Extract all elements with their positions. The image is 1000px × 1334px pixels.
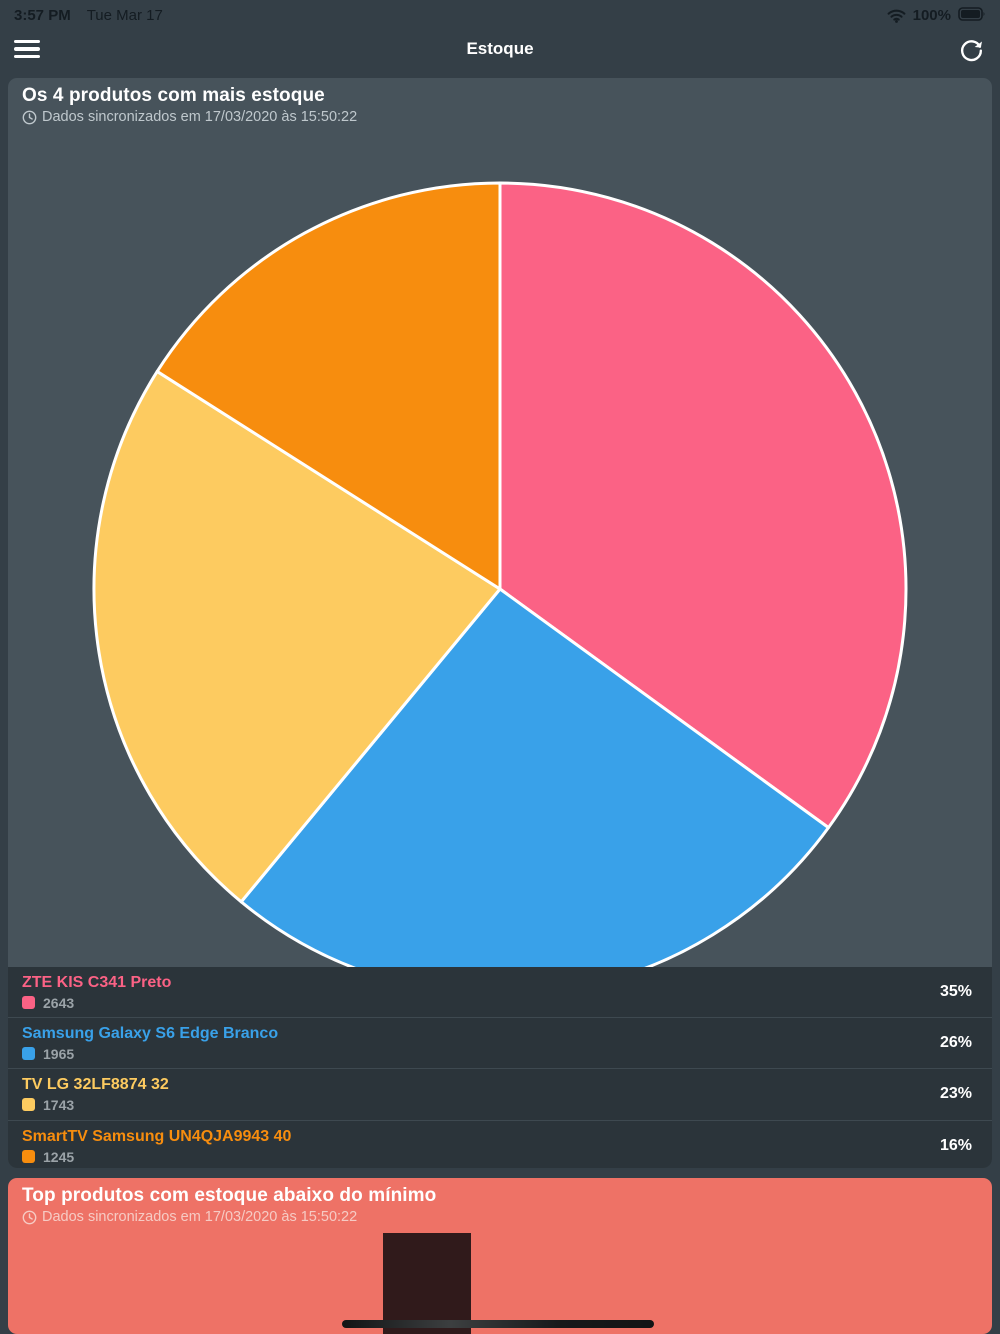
clock-icon bbox=[22, 1210, 37, 1225]
clock-icon bbox=[22, 110, 37, 125]
top-card-title: Os 4 produtos com mais estoque bbox=[22, 85, 325, 106]
legend-product-name: ZTE KIS C341 Preto bbox=[22, 973, 172, 991]
legend-value: 1743 bbox=[43, 1096, 75, 1113]
battery-icon bbox=[958, 6, 986, 25]
bar-chart-bar[interactable] bbox=[383, 1233, 471, 1334]
bar-chart-area bbox=[8, 1178, 992, 1334]
legend-product-name: SmartTV Samsung UN4QJA9943 40 bbox=[22, 1127, 292, 1145]
legend-percent: 23% bbox=[939, 1085, 972, 1103]
legend-percent: 16% bbox=[939, 1137, 972, 1155]
legend-value: 1965 bbox=[43, 1045, 75, 1062]
legend-product-name: Samsung Galaxy S6 Edge Branco bbox=[22, 1024, 279, 1042]
pie-slice-2[interactable] bbox=[92, 369, 502, 904]
legend-swatch bbox=[22, 1150, 35, 1164]
below-minimum-card: Top produtos com estoque abaixo do mínim… bbox=[8, 1178, 992, 1334]
legend-swatch bbox=[22, 996, 35, 1010]
top-stock-card: Os 4 produtos com mais estoque Dados sin… bbox=[8, 78, 992, 1168]
threshold-line bbox=[342, 1320, 654, 1328]
top-card-sync-text: Dados sincronizados em 17/03/2020 às 15:… bbox=[42, 109, 358, 125]
legend-row[interactable]: TV LG 32LF8874 32 1743 23% bbox=[8, 1069, 992, 1121]
status-date: Tue Mar 17 bbox=[86, 7, 163, 24]
nav-bar: Estoque bbox=[0, 27, 1000, 71]
refresh-icon[interactable] bbox=[956, 34, 986, 64]
legend-row[interactable]: ZTE KIS C341 Preto 2643 35% bbox=[8, 967, 992, 1019]
legend-row[interactable]: Samsung Galaxy S6 Edge Branco 1965 26% bbox=[8, 1018, 992, 1070]
bottom-card-title: Top produtos com estoque abaixo do mínim… bbox=[22, 1185, 437, 1206]
legend-percent: 26% bbox=[939, 1034, 972, 1052]
legend-product-name: TV LG 32LF8874 32 bbox=[22, 1075, 169, 1093]
legend-swatch bbox=[22, 1098, 35, 1112]
pie-slice-0[interactable] bbox=[498, 181, 908, 830]
pie-slice-3[interactable] bbox=[155, 181, 502, 591]
status-bar: 3:57 PM Tue Mar 17 100% bbox=[0, 0, 1000, 27]
bottom-card-sync-text: Dados sincronizados em 17/03/2020 às 15:… bbox=[42, 1209, 358, 1225]
status-time: 3:57 PM bbox=[14, 7, 71, 24]
legend-swatch bbox=[22, 1047, 35, 1061]
legend-row[interactable]: SmartTV Samsung UN4QJA9943 40 1245 16% bbox=[8, 1121, 992, 1168]
top-card-sync: Dados sincronizados em 17/03/2020 às 15:… bbox=[22, 109, 978, 125]
pie-legend: ZTE KIS C341 Preto 2643 35% Samsung Gala… bbox=[8, 967, 992, 1168]
battery-percent: 100% bbox=[912, 7, 951, 24]
pie-chart bbox=[92, 181, 908, 997]
legend-value: 2643 bbox=[43, 994, 75, 1011]
menu-icon[interactable] bbox=[14, 40, 40, 58]
legend-percent: 35% bbox=[939, 983, 972, 1001]
bottom-card-sync: Dados sincronizados em 17/03/2020 às 15:… bbox=[22, 1209, 978, 1225]
wifi-icon bbox=[887, 8, 906, 23]
legend-value: 1245 bbox=[43, 1148, 75, 1165]
page-title: Estoque bbox=[466, 39, 534, 58]
pie-chart-area bbox=[8, 129, 992, 997]
